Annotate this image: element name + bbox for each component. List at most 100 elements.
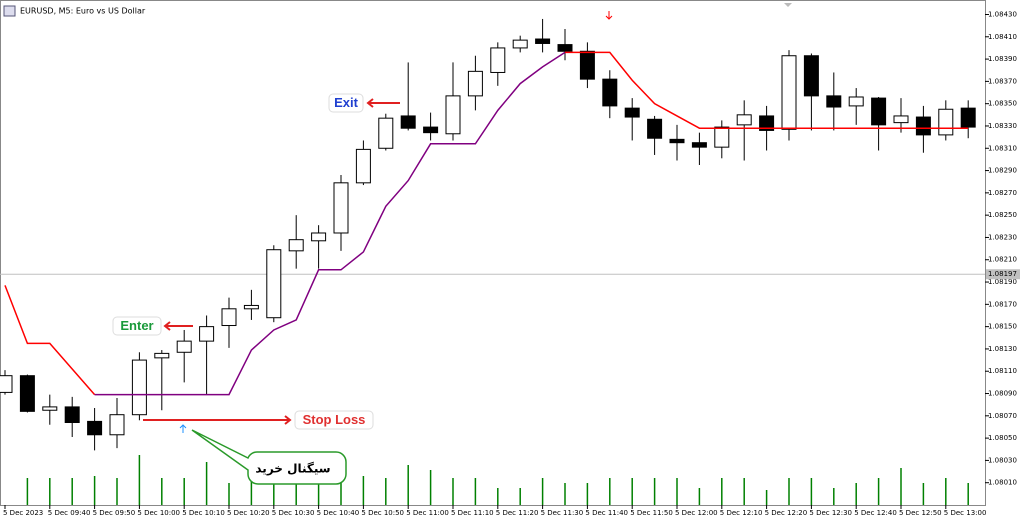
enter-arrow: [163, 321, 193, 331]
candle-body: [467, 70, 483, 97]
x-tick-label: 5 Dec 2023: [3, 509, 43, 517]
x-tick-label: 5 Dec 10:50: [361, 509, 404, 517]
y-tick-label: 1.08210: [988, 256, 1017, 264]
candle-body: [355, 148, 371, 184]
candle-body: [893, 115, 909, 124]
candle-body: [826, 95, 842, 108]
x-tick-label: 5 Dec 10:30: [272, 509, 315, 517]
current-price-box: [986, 269, 1020, 280]
x-tick-label: 5 Dec 13:00: [944, 509, 987, 517]
y-tick-label: 1.08050: [988, 434, 1017, 442]
candle-body: [288, 239, 304, 252]
plot-frame: [0, 0, 986, 506]
indicator-line: [94, 51, 566, 396]
callout-bubble: [191, 429, 347, 485]
y-tick-label: 1.08110: [988, 367, 1017, 375]
x-tick-label: 5 Dec 12:00: [675, 509, 718, 517]
candle-body: [535, 38, 551, 44]
y-tick-label: 1.08090: [988, 390, 1017, 398]
x-tick-label: 5 Dec 11:50: [630, 509, 673, 517]
annotation-box: [294, 410, 374, 430]
candle-body: [915, 116, 931, 136]
buy-arrow: [179, 424, 187, 433]
indicator-line: [565, 51, 969, 129]
candle-body: [333, 182, 349, 234]
candle-body: [490, 47, 506, 73]
x-tick-label: 5 Dec 12:40: [854, 509, 897, 517]
annotation-box: [112, 316, 162, 336]
x-tick-label: 5 Dec 11:00: [406, 509, 449, 517]
candle-body: [848, 96, 864, 107]
candle-body: [0, 375, 13, 393]
candle-body: [960, 107, 976, 128]
candle-body: [176, 340, 192, 353]
candle-body: [154, 352, 170, 359]
candle-body: [423, 126, 439, 134]
indicator-line: [4, 285, 96, 396]
candle-body: [602, 78, 618, 107]
candle-body: [579, 50, 595, 80]
candle-body: [131, 359, 147, 416]
candle-body: [647, 118, 663, 139]
stop-loss-label: Stop Loss: [303, 412, 366, 427]
y-tick-label: 1.08150: [988, 323, 1017, 331]
candle-body: [199, 326, 215, 342]
candle-body: [19, 375, 35, 412]
callout-text: سیگنال خرید: [255, 462, 330, 476]
candle-body: [669, 138, 685, 144]
y-tick-label: 1.08350: [988, 100, 1017, 108]
y-tick-label: 1.08310: [988, 144, 1017, 152]
x-tick-label: 5 Dec 11:10: [451, 509, 494, 517]
y-tick-label: 1.08330: [988, 122, 1017, 130]
y-tick-label: 1.08010: [988, 479, 1017, 487]
candle-body: [871, 97, 887, 126]
x-tick-label: 5 Dec 11:20: [496, 509, 539, 517]
plot-layer: [0, 18, 985, 505]
x-tick-label: 5 Dec 12:30: [809, 509, 852, 517]
candle-body: [512, 39, 528, 49]
current-price-label: 1.08197: [988, 270, 1017, 278]
symbol-icon: [3, 5, 16, 17]
y-tick-label: 1.08390: [988, 55, 1017, 63]
candle-body: [64, 406, 80, 424]
x-tick-label: 5 Dec 11:40: [585, 509, 628, 517]
y-tick-label: 1.08130: [988, 345, 1017, 353]
stop-loss-arrow: [143, 415, 292, 425]
y-tick-label: 1.08170: [988, 300, 1017, 308]
y-tick-label: 1.08430: [988, 10, 1017, 18]
candle-body: [803, 55, 819, 97]
x-tick-label: 5 Dec 10:00: [137, 509, 180, 517]
annotation-box: [328, 93, 364, 113]
y-tick-label: 1.08030: [988, 456, 1017, 464]
candle-body: [243, 304, 259, 310]
x-tick-label: 5 Dec 10:10: [182, 509, 225, 517]
candle-body: [87, 420, 103, 436]
y-tick-label: 1.08290: [988, 167, 1017, 175]
exit-label: Exit: [334, 95, 359, 110]
y-tick-label: 1.08230: [988, 233, 1017, 241]
y-tick-label: 1.08070: [988, 412, 1017, 420]
x-tick-label: 5 Dec 12:50: [899, 509, 942, 517]
chart-title: EURUSD, M5: Euro vs US Dollar: [20, 7, 146, 16]
candle-body: [691, 142, 707, 148]
candle-body: [378, 117, 394, 149]
y-tick-label: 1.08190: [988, 278, 1017, 286]
scroll-marker: [784, 3, 792, 7]
x-tick-label: 5 Dec 09:40: [48, 509, 91, 517]
x-tick-label: 5 Dec 10:40: [317, 509, 360, 517]
candle-body: [781, 55, 797, 130]
y-tick-label: 1.08270: [988, 189, 1017, 197]
candle-body: [714, 126, 730, 148]
candle-body: [736, 114, 752, 126]
candle-body: [311, 232, 327, 242]
x-tick-label: 5 Dec 12:20: [765, 509, 808, 517]
y-tick-label: 1.08370: [988, 77, 1017, 85]
exit-arrow: [366, 98, 400, 108]
candle-body: [938, 108, 954, 136]
candle-body: [42, 406, 58, 411]
y-tick-label: 1.08250: [988, 211, 1017, 219]
candle-body: [109, 414, 125, 436]
x-tick-label: 5 Dec 12:10: [720, 509, 763, 517]
